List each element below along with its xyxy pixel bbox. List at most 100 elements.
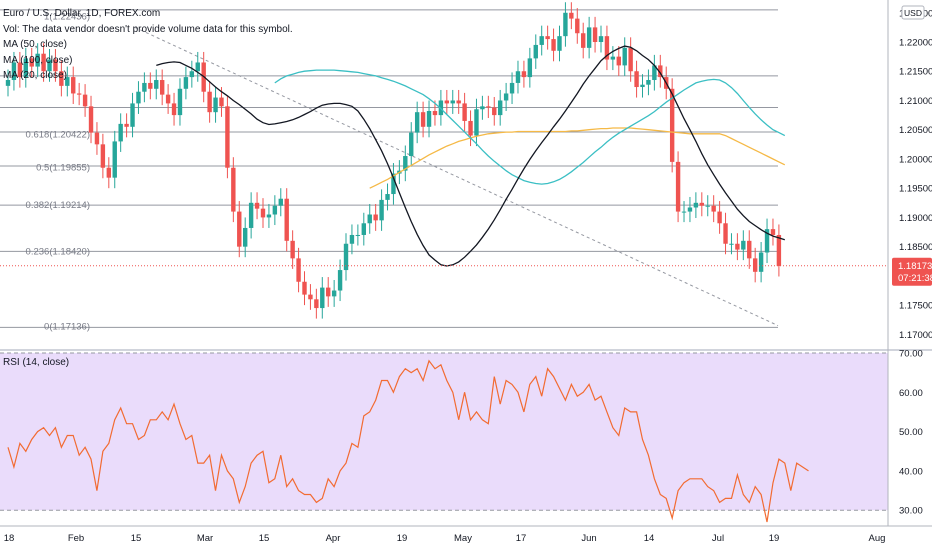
time-axis-tick-label: 15 — [131, 533, 142, 544]
ma100-legend[interactable]: MA (100, close) — [3, 54, 73, 66]
candle-body — [705, 205, 710, 207]
candle-body — [497, 100, 503, 116]
candle-body — [379, 199, 384, 221]
ma20-line — [156, 45, 785, 267]
candle-body — [207, 91, 212, 113]
rsi-axis-tick-label: 50.00 — [899, 427, 923, 438]
candle-body — [450, 100, 455, 104]
candle-body — [284, 198, 289, 241]
candle-body — [533, 44, 538, 59]
candle-body — [776, 234, 782, 266]
fib-level-label: 0.236(1.18420) — [26, 246, 90, 257]
candle-body — [474, 109, 479, 136]
candle-body — [154, 80, 159, 89]
candle-body — [592, 27, 598, 43]
volume-note: Vol: The data vendor doesn't provide vol… — [3, 23, 293, 35]
time-axis-tick-label: 19 — [769, 533, 780, 544]
candle-body — [581, 33, 586, 48]
candle-body — [41, 53, 46, 72]
candle-body — [409, 132, 414, 157]
ma20-legend[interactable]: MA (20, close) — [3, 70, 67, 81]
time-axis-tick-label: Jun — [581, 533, 596, 544]
price-axis-tick-label: 1.18500 — [899, 242, 932, 253]
candle-body — [764, 229, 770, 253]
candle-body — [669, 88, 675, 162]
candle-body — [515, 71, 521, 83]
candle-body — [598, 36, 604, 43]
time-axis-tick-label: Apr — [326, 533, 341, 544]
candle-body — [260, 208, 266, 218]
ma100-line — [369, 127, 786, 189]
candle-body — [195, 62, 200, 72]
currency-box — [901, 5, 925, 20]
candle-body — [343, 243, 349, 271]
price-tag-value: 1.18173 — [898, 261, 932, 272]
price-axis-tick-label: 1.17500 — [899, 301, 932, 312]
candle-body — [741, 240, 746, 250]
candle-body — [658, 65, 663, 78]
symbol-title[interactable]: Euro / U.S. Dollar, 1D, FOREX.com — [3, 8, 161, 19]
candle-body — [290, 240, 295, 259]
currency-label: USD — [904, 8, 922, 18]
candle-body — [675, 161, 681, 212]
price-axis-tick-label: 1.17000 — [899, 330, 932, 341]
time-axis-tick-label: 18 — [4, 533, 15, 544]
ma50-legend[interactable]: MA (50, close) — [3, 39, 67, 50]
candle-body — [361, 223, 366, 235]
rsi-legend[interactable]: RSI (14, close) — [3, 357, 70, 368]
candle-body — [337, 270, 343, 291]
price-axis-tick-label: 1.21500 — [899, 67, 932, 78]
price-tag-countdown: 07:21:38 — [898, 273, 932, 284]
candle-body — [320, 287, 325, 309]
candle-body — [59, 71, 64, 86]
candle-body — [468, 120, 473, 136]
time-axis-tick-label: Aug — [869, 533, 886, 544]
candle-body — [569, 12, 574, 19]
candle-body — [770, 229, 776, 235]
fib-level-label: 0.382(1.19214) — [26, 200, 90, 211]
candle-body — [219, 97, 224, 107]
candle-body — [747, 240, 752, 259]
candle-body — [735, 243, 740, 250]
time-axis-tick-label: Mar — [197, 533, 213, 544]
rsi-axis-tick-label: 70.00 — [899, 348, 923, 359]
time-axis-tick-label: 19 — [397, 533, 408, 544]
candle-body — [575, 18, 580, 34]
candle-body — [557, 36, 562, 51]
candle-body — [106, 167, 112, 178]
candle-body — [47, 59, 52, 72]
ma50-line — [274, 69, 786, 185]
candle-body — [65, 77, 70, 86]
candle-body — [243, 227, 248, 247]
candle-body — [142, 82, 147, 92]
price-axis-tick-label: 1.21000 — [899, 96, 932, 107]
candle-body — [462, 103, 467, 121]
candle-body — [225, 106, 230, 168]
candle-body — [296, 258, 301, 282]
candle-body — [551, 39, 556, 51]
candle-body — [539, 36, 544, 45]
candle-body — [278, 198, 283, 206]
candle-body — [100, 144, 106, 168]
candle-body — [699, 202, 705, 206]
candle-body — [752, 258, 758, 272]
candle-body — [266, 214, 272, 218]
candle-body — [652, 65, 657, 81]
candle-body — [586, 27, 592, 48]
candle-body — [432, 111, 438, 116]
candle-body — [349, 234, 355, 244]
candle-body — [563, 12, 568, 37]
time-axis-tick-label: 15 — [259, 533, 270, 544]
price-tag — [892, 257, 932, 286]
candle-body — [486, 106, 491, 108]
candle-body — [314, 299, 319, 309]
fib-level-label: 0.5(1.19855) — [36, 162, 90, 173]
candle-body — [94, 132, 100, 145]
candle-body — [687, 207, 693, 212]
trend-line — [134, 26, 779, 327]
candle-body — [545, 36, 550, 40]
chart-legend: Euro / U.S. Dollar, 1D, FOREX.com Vol: T… — [3, 6, 293, 84]
candle-body — [385, 194, 390, 200]
